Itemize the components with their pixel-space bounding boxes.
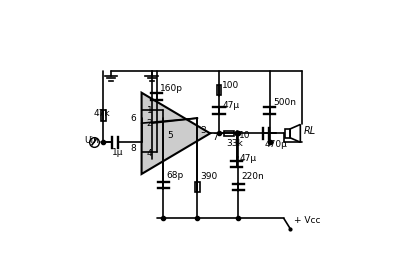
- Text: 47μ: 47μ: [222, 101, 239, 110]
- Text: 1μ: 1μ: [112, 148, 124, 157]
- Bar: [195, 182, 200, 192]
- Text: 5: 5: [167, 131, 173, 140]
- Bar: [217, 85, 221, 95]
- Polygon shape: [142, 93, 210, 174]
- Text: 33k: 33k: [227, 139, 244, 148]
- Text: 160p: 160p: [160, 84, 183, 93]
- Text: 500n: 500n: [273, 98, 296, 107]
- Text: 4: 4: [147, 149, 152, 158]
- Text: 100: 100: [222, 81, 239, 90]
- Text: 47k: 47k: [93, 108, 110, 118]
- Text: 7: 7: [212, 133, 218, 142]
- Text: 3: 3: [200, 126, 206, 135]
- Text: 10: 10: [239, 131, 251, 140]
- Text: Uin: Uin: [84, 136, 99, 146]
- Text: 2: 2: [147, 119, 152, 128]
- Bar: [101, 110, 106, 121]
- Text: 220n: 220n: [241, 172, 264, 181]
- Text: RL: RL: [304, 126, 316, 136]
- Text: 47μ: 47μ: [240, 154, 257, 163]
- Text: 1: 1: [147, 106, 152, 115]
- Text: 8: 8: [131, 144, 136, 153]
- Text: 68p: 68p: [166, 171, 184, 180]
- Text: + Vcc: + Vcc: [294, 216, 320, 226]
- Text: 390: 390: [200, 172, 218, 181]
- Bar: [224, 131, 234, 136]
- Text: 470μ: 470μ: [265, 140, 288, 149]
- Bar: [284, 129, 290, 138]
- Text: 6: 6: [131, 114, 136, 123]
